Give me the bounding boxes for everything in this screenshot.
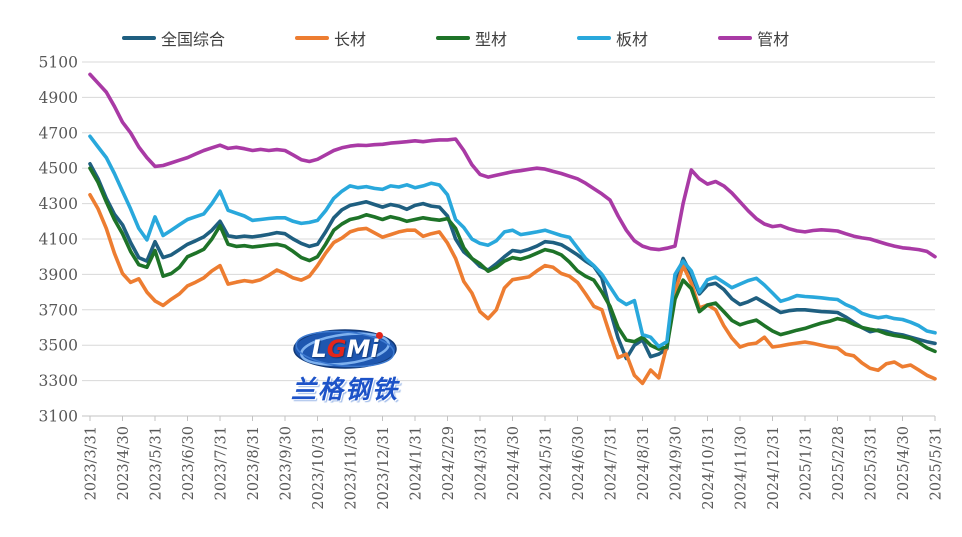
legend-label: 管材 <box>757 30 790 49</box>
x-axis-tick-label: 2023/12/31 <box>376 426 392 510</box>
x-axis-tick-label: 2024/9/30 <box>669 426 685 500</box>
series-line-全国综合 <box>88 162 937 361</box>
x-axis-tick-label: 2023/4/30 <box>116 426 132 500</box>
logo-letter: i <box>370 335 379 363</box>
x-axis-tick-label: 2023/9/30 <box>279 426 295 500</box>
x-axis-tick-label: 2025/4/30 <box>896 426 912 500</box>
series-line-长材 <box>88 193 937 386</box>
legend-label: 长材 <box>334 30 367 49</box>
legend-swatch <box>295 36 330 40</box>
legend-swatch <box>122 36 156 40</box>
y-axis-tick-label: 4700 <box>39 124 78 142</box>
y-axis-tick-label: 3100 <box>39 408 78 426</box>
y-axis-tick-label: 3300 <box>39 372 78 390</box>
x-axis-tick-label: 2025/5/31 <box>929 426 945 500</box>
y-axis-tick-label: 3700 <box>39 301 78 319</box>
x-axis-tick-label: 2024/11/30 <box>734 426 750 510</box>
legend-item-板材: 板材 <box>577 26 648 50</box>
logo-i-dot <box>376 332 383 339</box>
legend-label: 板材 <box>616 30 649 49</box>
x-axis-tick-label: 2023/6/30 <box>181 426 197 500</box>
legend-label: 全国综合 <box>161 30 226 49</box>
y-axis-tick-label: 4100 <box>39 231 78 249</box>
x-axis-tick-label: 2024/3/31 <box>474 426 490 500</box>
lgmi-logo-subtext: 兰格钢铁 <box>290 375 399 404</box>
legend-swatch <box>436 36 471 40</box>
x-axis-tick-label: 2024/6/30 <box>571 426 587 500</box>
series-line-管材 <box>88 72 937 259</box>
x-axis-tick-label: 2023/8/31 <box>246 426 262 500</box>
x-axis-tick-label: 2025/3/31 <box>864 426 880 500</box>
legend-label: 型材 <box>475 30 508 49</box>
x-axis-tick-label: 2024/12/31 <box>766 426 782 510</box>
y-axis-tick-label: 3500 <box>39 337 78 355</box>
x-axis-tick-label: 2023/10/31 <box>311 426 327 510</box>
legend-item-长材: 长材 <box>295 26 366 50</box>
x-axis-tick-label: 2024/1/31 <box>409 426 425 500</box>
series-line-型材 <box>88 166 937 354</box>
x-axis-tick-label: 2024/4/30 <box>506 426 522 500</box>
x-axis-tick-label: 2025/1/31 <box>799 426 815 500</box>
x-axis-tick-label: 2024/8/31 <box>636 426 652 500</box>
y-axis-tick-label: 3900 <box>39 266 78 284</box>
y-axis-tick-label: 4900 <box>39 89 78 107</box>
legend-swatch <box>577 36 612 40</box>
x-axis-tick-label: 2023/5/31 <box>149 426 165 500</box>
x-axis-tick-label: 2024/10/31 <box>701 426 717 510</box>
legend-item-全国综合: 全国综合 <box>122 26 225 50</box>
x-axis-tick-label: 2023/3/31 <box>84 426 100 500</box>
legend-swatch <box>718 36 753 40</box>
x-axis-tick-label: 2024/2/29 <box>441 426 457 500</box>
x-axis-tick-label: 2023/11/30 <box>344 426 360 510</box>
legend-item-管材: 管材 <box>718 26 789 50</box>
x-axis-tick-label: 2025/2/28 <box>831 426 847 500</box>
lgmi-logo-ellipse-graphic <box>293 329 397 369</box>
x-axis-tick-label: 2024/5/31 <box>539 426 555 500</box>
logo-letter: M <box>346 335 371 363</box>
y-axis-tick-label: 4300 <box>39 195 78 213</box>
legend-item-型材: 型材 <box>436 26 507 50</box>
logo-letter: L <box>311 335 327 363</box>
x-axis-tick-label: 2024/7/31 <box>604 426 620 500</box>
legend: 全国综合 长材 型材 板材 管材 <box>122 26 789 50</box>
x-axis-tick-label: 2023/7/31 <box>214 426 230 500</box>
y-axis-tick-label: 5100 <box>39 54 78 72</box>
series-line-板材 <box>88 134 937 349</box>
y-axis-tick-label: 4500 <box>39 160 78 178</box>
logo-letter: G <box>326 335 347 363</box>
